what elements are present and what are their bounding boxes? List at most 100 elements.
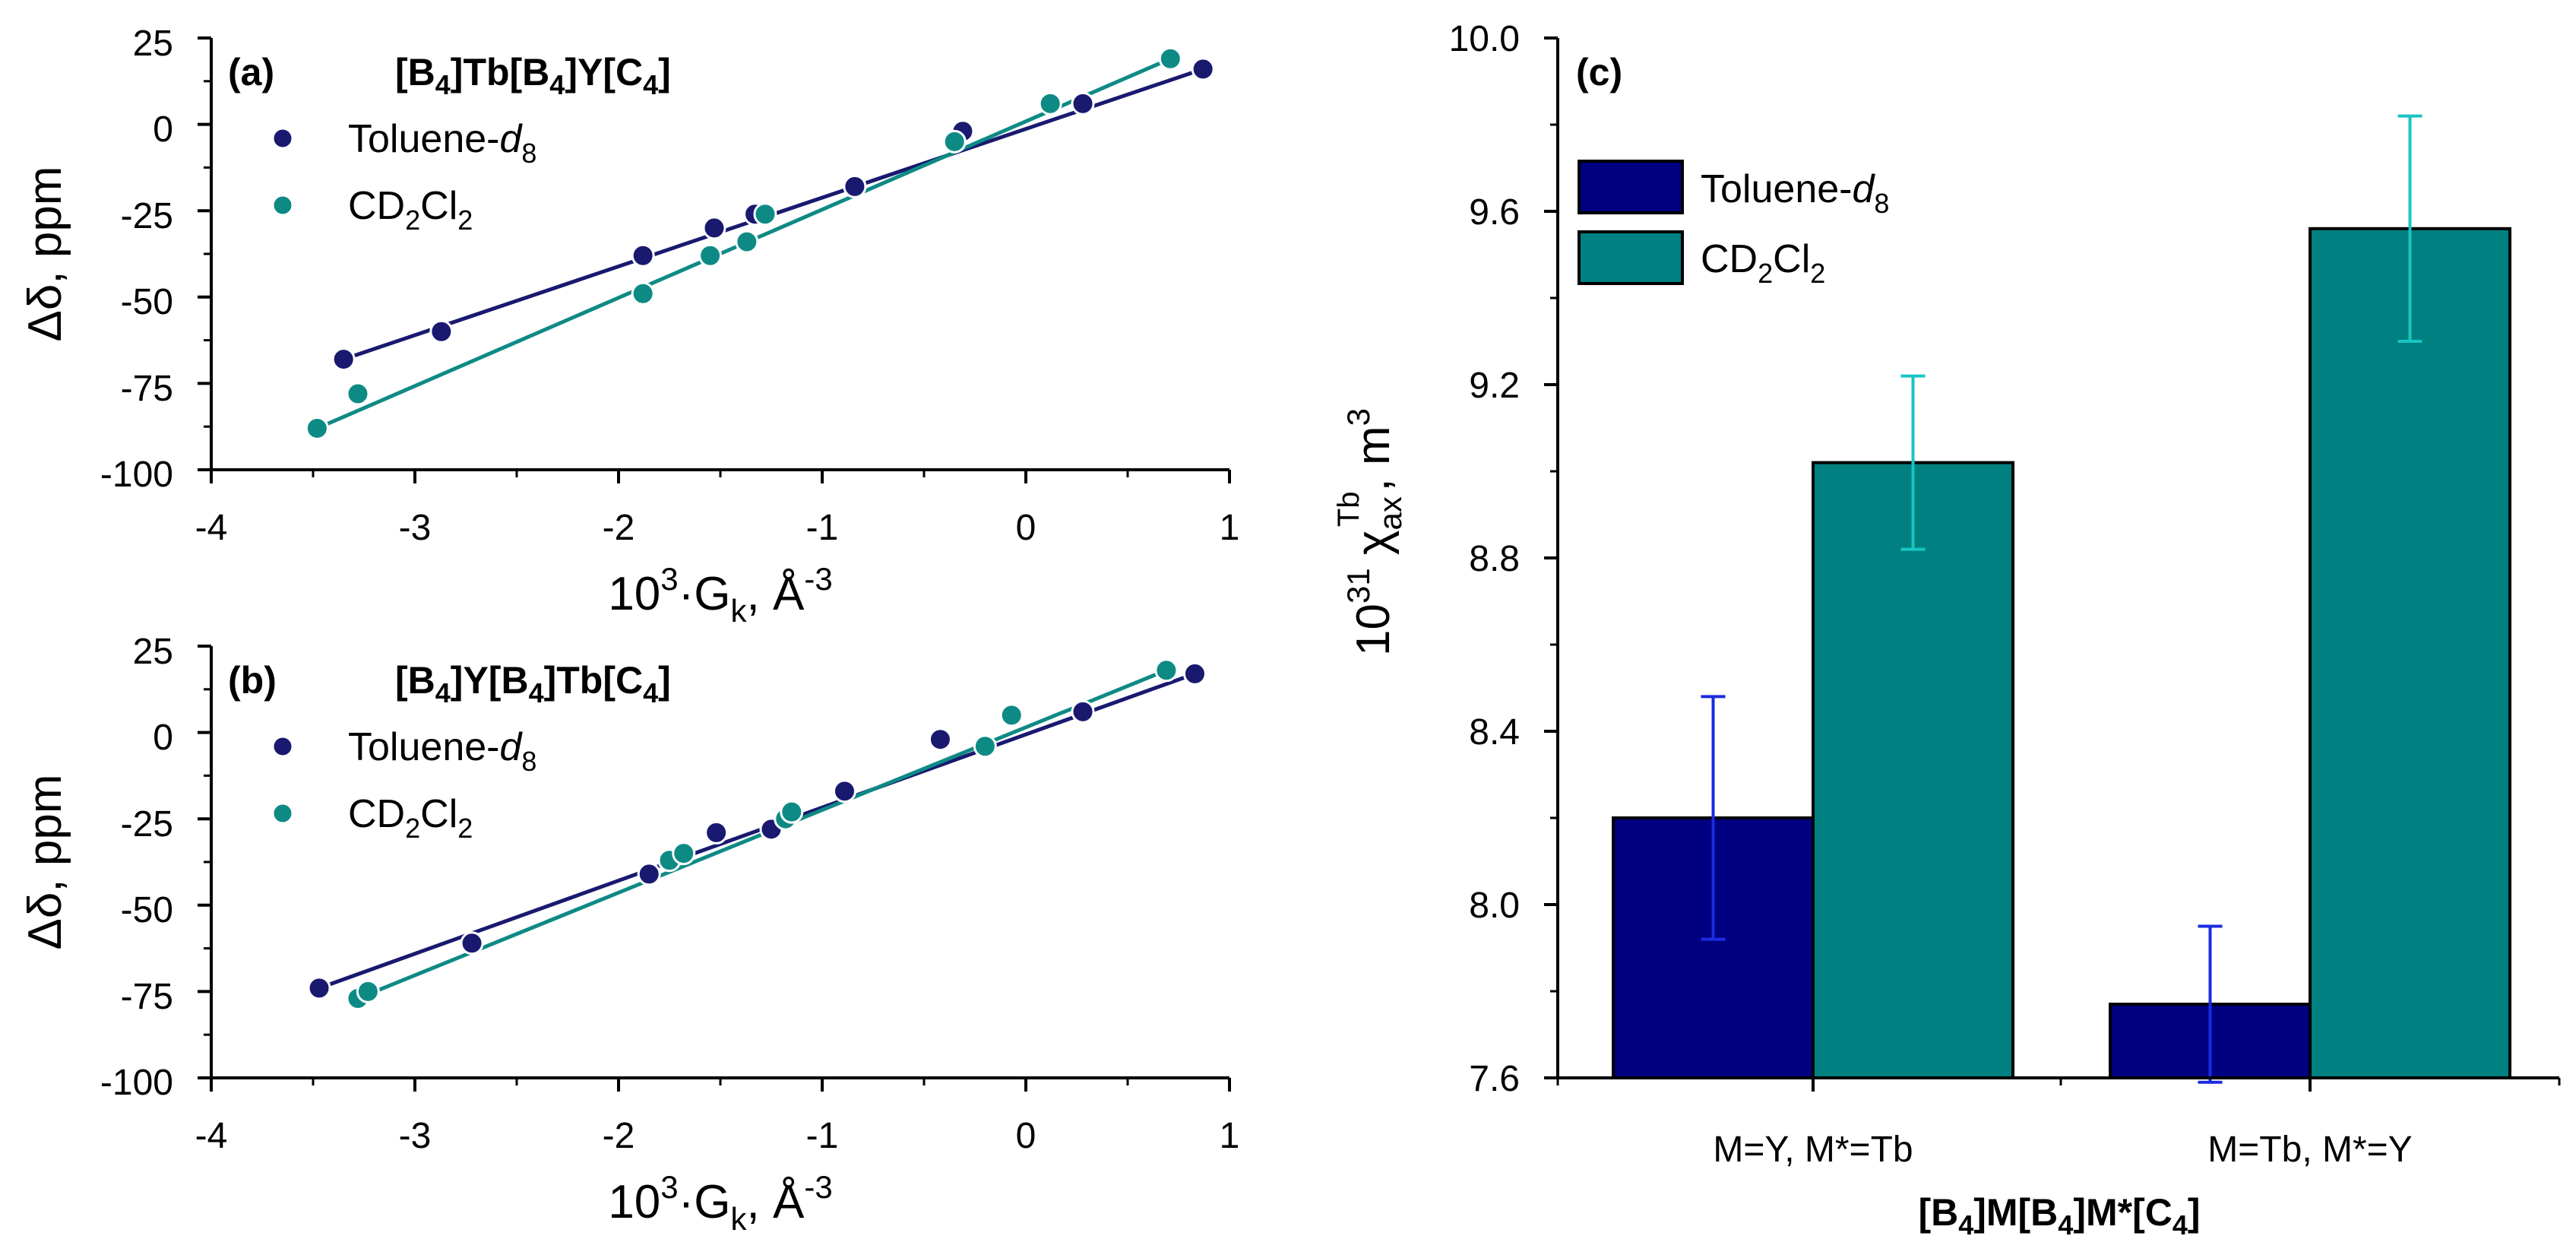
a-point-cd2cl2 [1158,46,1182,71]
panel-c: 10.0 9.6 9.2 8.8 8.4 8.0 7.6 M=Y, M*=Tb … [1332,19,2561,1241]
a-ytick-25: 25 [133,24,173,64]
b-point-cd2cl2 [973,734,997,759]
panel-a-x-axis-label: 103·Gk, Å-3 [608,561,832,629]
b-ytick-0: 0 [153,718,173,758]
a-point-cd2cl2 [346,382,370,406]
b-point-cd2cl2 [672,841,696,866]
panel-b-legend: Toluene-d8 CD2Cl2 [271,725,536,844]
a-xtick-neg4: -4 [195,508,228,548]
panel-a-y-axis-label: Δδ, ppm [19,166,71,342]
panel-a: 25 0 -25 -50 -75 -100 -4 -3 -2 -1 0 1 10… [19,24,1239,629]
c-legend-label-cd2cl2: CD2Cl2 [1701,237,1825,289]
b-legend-marker-cd2cl2 [271,802,294,825]
a-legend-marker-toluene [271,127,294,150]
a-point-toluene [631,243,655,268]
a-point-cd2cl2 [735,230,759,254]
a-legend-label-cd2cl2: CD2Cl2 [348,184,473,236]
b-point-cd2cl2 [999,703,1024,727]
panel-c-bars [1612,227,2511,1079]
a-point-cd2cl2 [305,416,329,440]
a-xtick-neg1: -1 [806,508,839,548]
panel-c-label: (c) [1576,51,1622,93]
c-ytick-9.6: 9.6 [1469,192,1520,233]
a-legend-marker-cd2cl2 [271,194,294,217]
a-point-toluene [331,347,356,372]
a-ytick-0: 0 [153,109,173,150]
panel-a-fit-lines [316,56,1204,430]
panel-c-legend: Toluene-d8 CD2Cl2 [1578,160,1889,289]
a-point-cd2cl2 [1038,91,1062,116]
c-ytick-7.6: 7.6 [1469,1059,1520,1099]
b-xtick-neg3: -3 [399,1116,432,1156]
a-ytick-neg100: -100 [100,455,173,495]
b-legend-label-cd2cl2: CD2Cl2 [348,792,473,844]
c-ytick-10.0: 10.0 [1449,19,1520,59]
panel-b-points [307,658,1207,1010]
b-point-cd2cl2 [780,800,804,824]
panel-b-y-axis-label: Δδ, ppm [19,775,71,950]
panel-a-ticks [198,36,1231,483]
a-point-cd2cl2 [631,281,655,306]
b-point-cd2cl2 [1154,658,1179,683]
panel-a-x-tick-labels: -4 -3 -2 -1 0 1 [195,508,1240,548]
c-ytick-8.0: 8.0 [1469,886,1520,926]
b-ytick-neg100: -100 [100,1063,173,1103]
a-point-cd2cl2 [942,129,967,154]
panel-b-label: (b) [228,659,277,702]
c-legend-swatch-toluene [1578,160,1684,214]
b-xtick-neg1: -1 [806,1116,839,1156]
b-ytick-neg75: -75 [121,977,173,1017]
a-point-cd2cl2 [753,202,777,227]
panel-c-y-tick-labels: 10.0 9.6 9.2 8.8 8.4 8.0 7.6 [1449,19,1520,1099]
b-point-toluene [1182,661,1207,686]
c-legend-swatch-cd2cl2 [1578,230,1684,285]
b-ytick-neg50: -50 [121,890,173,930]
a-xtick-neg3: -3 [399,508,432,548]
b-point-toluene [704,820,729,845]
a-xtick-1: 1 [1220,508,1240,548]
b-point-toluene [307,976,331,1000]
b-xtick-1: 1 [1220,1116,1240,1156]
b-xtick-neg4: -4 [195,1116,228,1156]
b-point-toluene [637,862,661,886]
c-ytick-9.2: 9.2 [1469,366,1520,406]
bar-cd2cl2-cat2 [2309,227,2511,1079]
b-legend-label-toluene: Toluene-d8 [348,725,536,777]
panel-c-ticks [1544,36,2561,1092]
c-ytick-8.4: 8.4 [1469,712,1520,753]
c-category-2: M=Tb, M*=Y [2207,1130,2412,1170]
a-point-toluene [843,174,867,198]
b-xtick-0: 0 [1016,1116,1036,1156]
panel-a-label: (a) [228,51,274,93]
panel-b-x-tick-labels: -4 -3 -2 -1 0 1 [195,1116,1240,1156]
panel-a-y-tick-labels: 25 0 -25 -50 -75 -100 [100,24,173,495]
c-legend-label-toluene: Toluene-d8 [1701,167,1889,219]
b-legend-marker-toluene [271,735,294,758]
panel-a-points [305,46,1215,440]
a-ytick-neg75: -75 [121,369,173,409]
b-point-cd2cl2 [356,979,380,1003]
a-point-toluene [429,319,454,344]
b-point-toluene [928,727,952,752]
panel-b-x-axis-label: 103·Gk, Å-3 [608,1169,832,1237]
a-ytick-neg25: -25 [121,196,173,236]
a-point-toluene [702,216,726,240]
b-ytick-neg25: -25 [121,804,173,845]
panel-c-y-axis-label: 1031 χaxTb, m3 [1332,408,1408,656]
a-legend-label-toluene: Toluene-d8 [348,117,536,169]
a-xtick-neg2: -2 [603,508,635,548]
panel-c-x-tick-labels: M=Y, M*=Tb M=Tb, M*=Y [1713,1130,2412,1170]
panel-a-title: [B4]Tb[B4]Y[C4] [395,51,671,100]
a-point-cd2cl2 [698,243,723,268]
panel-c-x-axis-label: [B4]M[B4]M*[C4] [1918,1191,2200,1241]
panel-a-legend: Toluene-d8 CD2Cl2 [271,117,536,236]
b-point-toluene [1071,699,1095,724]
a-point-toluene [1071,91,1095,116]
bar-cd2cl2-cat1 [1812,461,2014,1079]
panel-b-title: [B4]Y[B4]Tb[C4] [395,659,671,708]
a-ytick-neg50: -50 [121,282,173,322]
panel-b-y-tick-labels: 25 0 -25 -50 -75 -100 [100,632,173,1103]
a-point-toluene [1191,57,1215,81]
c-category-1: M=Y, M*=Tb [1713,1130,1913,1170]
